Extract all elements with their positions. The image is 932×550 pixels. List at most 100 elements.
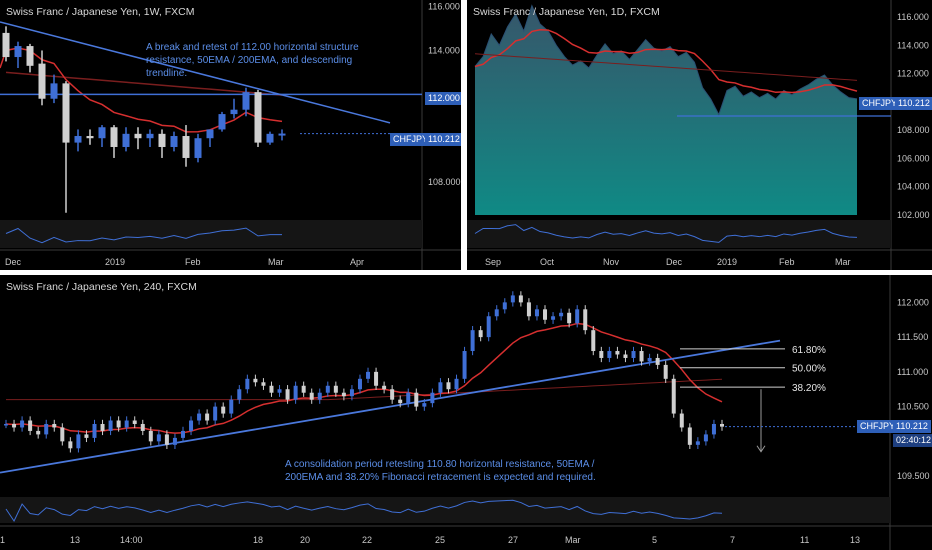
h4-candle xyxy=(12,423,17,428)
daily-x-tick: Nov xyxy=(603,257,620,267)
h4-ascending-trendline xyxy=(0,339,781,474)
h4-candle xyxy=(156,434,161,442)
h4-candle xyxy=(494,309,499,317)
h4-chart-panel[interactable]: 112.000 111.500 111.000 110.500 109.500 61.80… xyxy=(0,275,932,550)
h4-candle xyxy=(349,389,354,397)
daily-x-tick: Sep xyxy=(485,257,501,267)
h4-candle xyxy=(631,351,636,358)
h4-candle xyxy=(213,406,218,421)
h4-candle xyxy=(679,413,684,428)
h4-oscillator-pane xyxy=(0,497,890,523)
h4-candle xyxy=(687,427,692,445)
weekly-x-tick: Apr xyxy=(350,257,364,267)
h4-candle xyxy=(414,392,419,407)
h4-candle xyxy=(551,316,556,320)
h4-candle xyxy=(245,378,250,390)
h4-x-tick: 22 xyxy=(362,535,372,545)
h4-candle xyxy=(221,406,226,414)
h4-candle xyxy=(655,357,660,365)
h4-candle xyxy=(325,385,330,393)
weekly-annotation: A break and retest of 112.00 horizontal … xyxy=(146,42,359,79)
h4-ema50-line xyxy=(5,322,723,434)
weekly-candle xyxy=(242,92,250,110)
weekly-candle xyxy=(26,46,34,66)
weekly-candle xyxy=(146,133,154,139)
h4-candle xyxy=(148,430,153,442)
h4-candle xyxy=(366,371,371,379)
h4-candle xyxy=(301,385,306,393)
h4-candle xyxy=(68,441,73,449)
h4-candle xyxy=(197,413,202,421)
h4-fib-label: 50.00% xyxy=(792,364,826,375)
weekly-x-tick: Dec xyxy=(5,257,22,267)
h4-candle xyxy=(518,295,523,303)
h4-x-tick: 7 xyxy=(730,535,735,545)
h4-candle xyxy=(543,309,548,320)
weekly-candle xyxy=(170,136,178,147)
h4-candle xyxy=(100,423,105,431)
h4-candle xyxy=(720,423,724,427)
h4-chart[interactable]: 112.000 111.500 111.000 110.500 109.500 61.80… xyxy=(0,275,932,550)
h4-y-tick: 110.500 xyxy=(897,402,929,412)
h4-candle xyxy=(253,378,258,383)
h4-annotation: A consolidation period retesting 110.80 … xyxy=(285,459,596,483)
h4-oscillator-line xyxy=(5,499,723,523)
h4-candle xyxy=(108,420,113,431)
h4-x-tick: 27 xyxy=(508,535,518,545)
h4-candle xyxy=(695,441,700,445)
weekly-chart-panel[interactable]: 116.000 114.000 108.000 Dec 2019 Feb Mar Apr Sw… xyxy=(0,0,461,270)
daily-x-tick: Oct xyxy=(540,257,555,267)
daily-y-tick: 114.000 xyxy=(897,40,929,50)
h4-candle xyxy=(623,354,628,358)
h4-x-tick: Mar xyxy=(565,535,581,545)
weekly-oscillator-pane xyxy=(0,220,422,248)
h4-candle xyxy=(462,351,467,379)
h4-candle xyxy=(446,382,451,390)
h4-fib-label: 38.20% xyxy=(792,383,826,394)
daily-oscillator-line xyxy=(474,224,858,243)
weekly-x-tick: Mar xyxy=(268,257,284,267)
weekly-y-tick: 114.000 xyxy=(428,45,460,55)
h4-x-tick: 1 xyxy=(0,535,5,545)
weekly-candle xyxy=(134,133,142,139)
weekly-candle xyxy=(74,136,82,143)
weekly-candle xyxy=(2,32,10,58)
h4-candle xyxy=(438,382,443,393)
h4-candle xyxy=(205,413,210,421)
h4-y-tick: 112.000 xyxy=(897,297,929,307)
daily-ema200-line xyxy=(474,53,858,81)
h4-candle xyxy=(374,371,379,386)
h4-candle xyxy=(534,309,539,317)
daily-chart-panel[interactable]: 116.000114.000112.000110.000108.000106.0… xyxy=(467,0,932,270)
h4-x-tick: 18 xyxy=(253,535,263,545)
h4-candle xyxy=(647,357,652,362)
weekly-candle xyxy=(266,133,274,143)
h4-candle xyxy=(229,399,234,414)
h4-candle xyxy=(84,434,89,438)
h4-y-tick: 111.000 xyxy=(897,367,928,377)
h4-candle xyxy=(639,351,644,362)
daily-x-tick: 2019 xyxy=(717,257,737,267)
daily-chart[interactable]: 116.000114.000112.000110.000108.000106.0… xyxy=(467,0,932,270)
h4-candle xyxy=(317,392,322,400)
weekly-candle xyxy=(38,63,46,99)
h4-candle xyxy=(510,295,515,303)
weekly-chart-title: Swiss Franc / Japanese Yen, 1W, FXCM xyxy=(6,6,195,18)
h4-x-tick: 14:00 xyxy=(120,535,143,545)
weekly-chart[interactable]: 116.000 114.000 108.000 Dec 2019 Feb Mar Apr xyxy=(0,0,461,270)
h4-candle xyxy=(293,385,298,400)
h4-candle xyxy=(703,434,708,442)
h4-candle xyxy=(36,430,41,435)
h4-candle xyxy=(269,385,274,393)
weekly-candle xyxy=(122,133,130,147)
daily-y-tick: 112.000 xyxy=(897,69,929,79)
h4-candle xyxy=(52,423,57,428)
h4-candle xyxy=(261,382,266,386)
weekly-candle xyxy=(206,129,214,139)
h4-x-tick: 13 xyxy=(850,535,860,545)
weekly-symbol-tag: CHFJPY xyxy=(390,133,432,146)
daily-y-tick: 104.000 xyxy=(897,182,930,192)
h4-countdown: 02:40:12 xyxy=(893,434,932,447)
h4-candle xyxy=(454,378,459,390)
weekly-candle xyxy=(218,114,226,130)
